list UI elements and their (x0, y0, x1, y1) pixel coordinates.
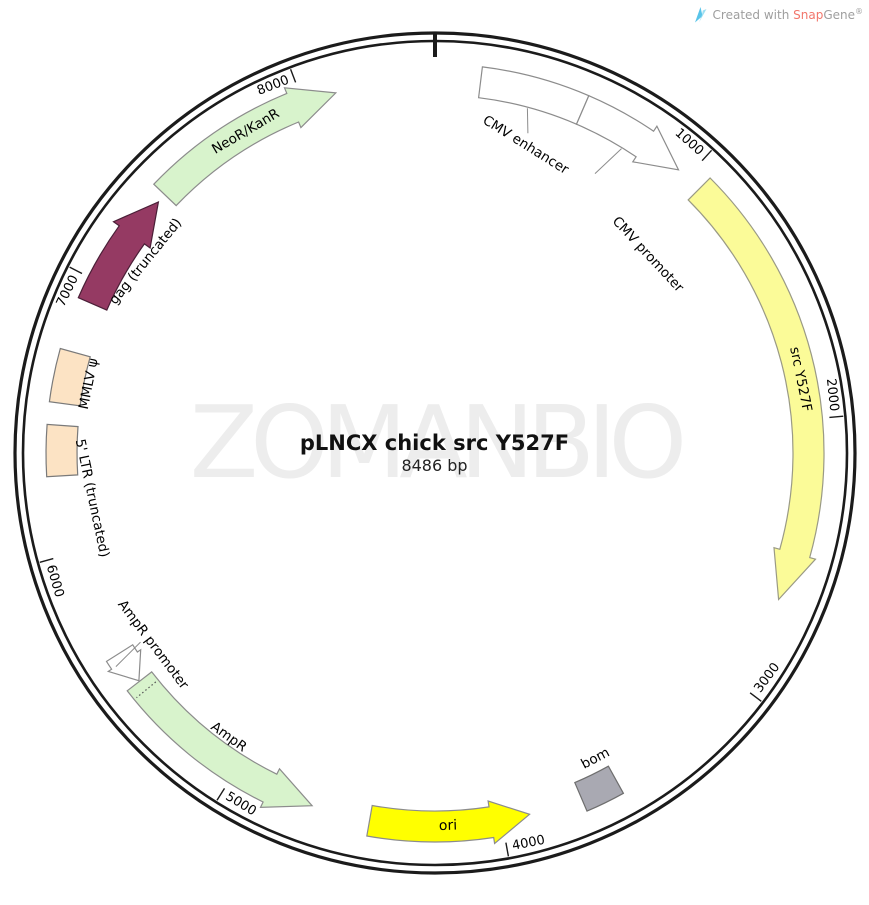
plasmid-title-block: pLNCX chick src Y527F 8486 bp (0, 431, 869, 477)
feature-mmlv (48, 347, 91, 407)
feature-neor-kanr (152, 87, 338, 207)
tick-mark-6000 (39, 557, 54, 563)
plasmid-size: 8486 bp (401, 456, 468, 475)
plasmid-name: pLNCX chick src Y527F (299, 431, 570, 455)
tick-mark-5000 (216, 788, 226, 801)
tick-label-1000: 1000 (672, 126, 707, 159)
feature-bom (574, 765, 625, 812)
feature-label-ori: ori (439, 817, 458, 834)
tick-label-6000: 6000 (43, 563, 67, 599)
brand-snap: Snap (793, 7, 824, 22)
credit-line: Created with SnapGene® (691, 6, 863, 23)
registered-mark: ® (855, 6, 863, 16)
tick-label-4000: 4000 (511, 833, 546, 854)
tick-mark-3000 (749, 692, 762, 702)
leader-line-cmv-enhancer (526, 108, 529, 134)
tick-label-2000: 2000 (823, 378, 841, 412)
feature-5-ltr-truncated (45, 423, 79, 478)
tick-label-3000: 3000 (751, 660, 783, 696)
tick-mark-2000 (829, 415, 844, 419)
leader-line-cmv-promoter (594, 148, 622, 174)
snapgene-logo-icon (694, 7, 707, 23)
leader-line-ampr-promoter (115, 641, 141, 667)
tick-label-7000: 7000 (54, 273, 82, 309)
feature-label-cmv-promoter: CMV promoter (609, 213, 687, 295)
brand-gene: Gene (823, 7, 855, 22)
tick-mark-4000 (505, 842, 510, 857)
feature-label-cmv-enhancer: CMV enhancer (480, 112, 572, 178)
feature-gag-truncated (77, 200, 160, 311)
feature-cmv-promoter (575, 94, 680, 171)
credit-text: Created with SnapGene® (712, 6, 863, 22)
overlap-dotted-mark (136, 681, 157, 699)
feature-ampr-promoter (105, 643, 142, 682)
feature-ori (366, 800, 531, 845)
watermark-text: ZOMANBIO (189, 384, 688, 501)
feature-ampr (126, 671, 314, 809)
tick-mark-1000 (701, 149, 713, 162)
feature-src-y527f (687, 177, 825, 601)
tick-mark-7000 (69, 266, 83, 275)
tick-mark-8000 (289, 69, 297, 83)
